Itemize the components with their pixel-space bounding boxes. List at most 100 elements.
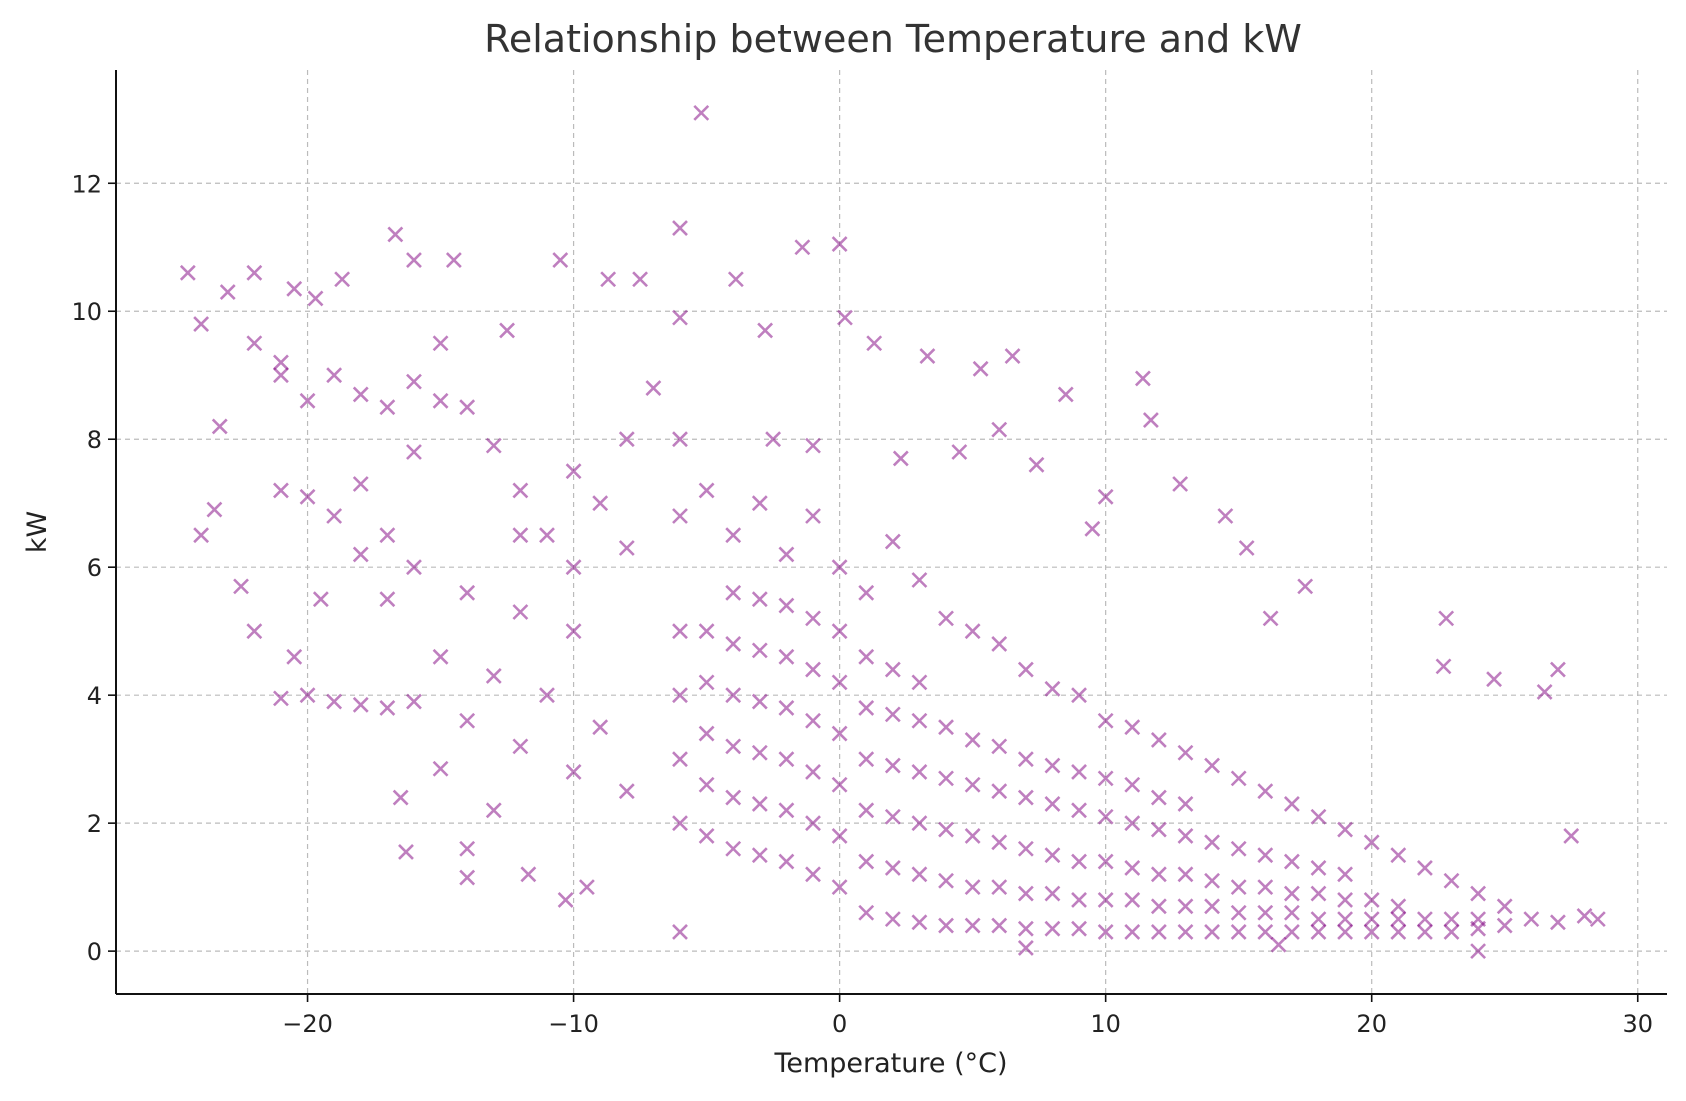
data-point xyxy=(233,578,249,595)
data-point xyxy=(672,751,688,768)
data-point xyxy=(1017,840,1034,857)
data-point xyxy=(499,322,515,339)
data-point xyxy=(1550,661,1566,678)
data-point xyxy=(1262,610,1279,627)
data-point xyxy=(1097,924,1114,940)
data-point xyxy=(1337,866,1354,883)
data-point xyxy=(512,604,529,620)
data-point xyxy=(751,642,768,659)
data-point xyxy=(1057,386,1074,403)
data-point xyxy=(698,674,715,691)
data-point xyxy=(831,828,848,844)
data-points xyxy=(179,104,1606,960)
data-point xyxy=(1004,348,1021,364)
data-point xyxy=(432,392,449,409)
data-point xyxy=(485,802,502,819)
data-point xyxy=(725,687,742,704)
data-point xyxy=(618,783,635,800)
data-point xyxy=(1017,751,1034,768)
x-tick-label: 20 xyxy=(1356,1010,1387,1038)
data-point xyxy=(592,719,609,736)
data-point xyxy=(299,488,316,505)
data-point xyxy=(352,386,369,403)
data-point xyxy=(831,236,848,252)
data-point xyxy=(1177,744,1194,761)
data-point xyxy=(1017,885,1034,902)
data-point xyxy=(1443,924,1460,940)
data-point xyxy=(352,476,369,492)
x-tick-label: −20 xyxy=(282,1010,333,1038)
data-point xyxy=(858,853,875,870)
data-point xyxy=(1150,898,1167,915)
data-point xyxy=(485,437,502,454)
y-tick-label: 6 xyxy=(87,554,102,582)
data-point xyxy=(1416,911,1433,928)
data-point xyxy=(1550,914,1566,931)
data-point xyxy=(1536,684,1553,700)
data-point xyxy=(592,495,609,512)
data-point xyxy=(698,828,715,844)
data-point xyxy=(1257,783,1274,800)
data-point xyxy=(991,879,1008,896)
data-point xyxy=(459,584,476,601)
data-point xyxy=(1443,911,1460,928)
data-point xyxy=(751,693,768,710)
data-point xyxy=(1438,610,1455,627)
data-point xyxy=(1071,802,1087,819)
data-point xyxy=(672,220,688,236)
data-point xyxy=(1177,924,1194,940)
data-point xyxy=(1416,924,1433,940)
data-point xyxy=(693,104,710,121)
data-point xyxy=(698,482,715,499)
data-point xyxy=(1310,885,1327,902)
data-point xyxy=(1071,892,1087,908)
data-point xyxy=(858,584,875,601)
data-point xyxy=(1044,680,1061,697)
data-point xyxy=(698,725,715,742)
data-point xyxy=(1204,757,1220,774)
data-point xyxy=(751,847,768,864)
data-point xyxy=(884,533,901,550)
data-point xyxy=(432,648,449,665)
data-point xyxy=(632,271,649,288)
data-point xyxy=(778,597,795,614)
data-point xyxy=(206,501,223,518)
data-point xyxy=(884,706,901,723)
data-point xyxy=(964,732,981,748)
data-point xyxy=(1390,911,1407,928)
data-point xyxy=(964,879,981,896)
data-point xyxy=(831,725,848,742)
data-point xyxy=(1150,924,1167,940)
data-point xyxy=(379,700,396,716)
data-point xyxy=(938,917,954,934)
chart-title: Relationship between Temperature and kW xyxy=(484,17,1302,61)
data-point xyxy=(299,687,316,704)
data-point xyxy=(831,776,848,793)
x-axis-label: Temperature (°C) xyxy=(773,1048,1007,1079)
x-axis-ticks: −20 −10 0 10 20 30 xyxy=(282,994,1653,1038)
data-point xyxy=(406,444,422,460)
data-point xyxy=(1134,370,1151,387)
data-point xyxy=(1238,540,1255,556)
data-point xyxy=(557,892,574,908)
data-point xyxy=(600,271,617,288)
data-point xyxy=(725,584,742,601)
data-point xyxy=(757,322,774,339)
data-point xyxy=(1044,920,1061,937)
data-point xyxy=(1576,908,1593,924)
data-point xyxy=(1390,898,1407,915)
data-point xyxy=(392,789,409,806)
data-point xyxy=(1097,770,1114,787)
data-point xyxy=(1150,821,1167,838)
data-point xyxy=(1270,936,1287,953)
data-point xyxy=(1523,911,1540,928)
data-point xyxy=(672,309,688,326)
data-point xyxy=(1230,904,1247,921)
data-point xyxy=(1283,904,1300,921)
data-point xyxy=(884,808,901,825)
data-point xyxy=(672,431,688,448)
data-point xyxy=(991,917,1008,934)
data-point xyxy=(539,527,555,544)
data-point xyxy=(938,821,954,838)
data-point xyxy=(805,764,821,780)
